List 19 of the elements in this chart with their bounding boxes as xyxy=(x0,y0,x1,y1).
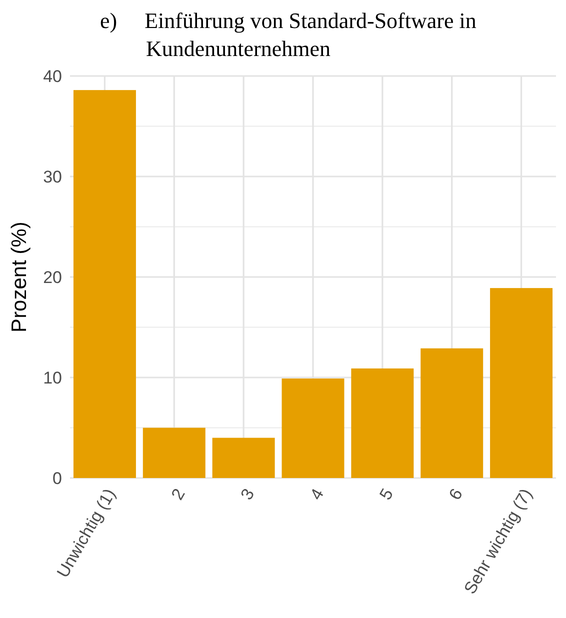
x-tick-label: 5 xyxy=(376,485,398,504)
bar xyxy=(212,438,275,478)
x-tick-label: 4 xyxy=(306,485,328,504)
bar xyxy=(420,348,484,478)
y-tick-label: 30 xyxy=(43,167,62,186)
x-tick-label: 6 xyxy=(445,485,466,504)
bar xyxy=(282,378,344,478)
y-tick-label: 10 xyxy=(43,368,62,388)
x-tick-label: 2 xyxy=(168,485,189,504)
x-tick-label: 3 xyxy=(237,485,258,504)
bar xyxy=(351,368,414,478)
y-tick-label: 20 xyxy=(43,268,62,287)
bar xyxy=(490,288,553,478)
y-axis-title: Prozent (%) xyxy=(8,222,31,332)
y-tick-label: 0 xyxy=(52,468,62,488)
y-tick-label: 40 xyxy=(43,66,62,86)
bar xyxy=(73,90,136,478)
bar xyxy=(142,428,206,478)
chart-title: e) Einführung von Standard-Software in Kundenunternehmen xyxy=(100,8,476,61)
